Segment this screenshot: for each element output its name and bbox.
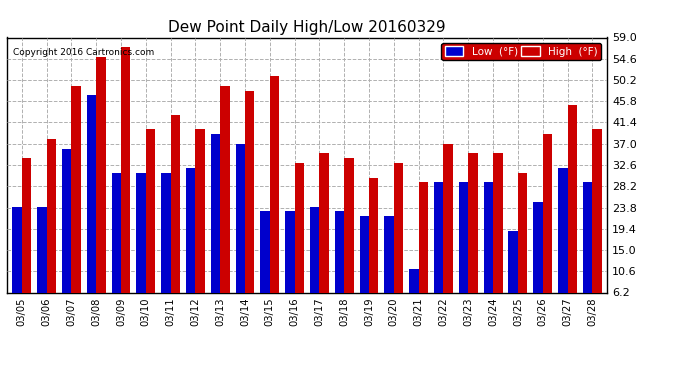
Bar (359, 216, 369, 292)
Bar (47, 139, 56, 292)
Text: Copyright 2016 Cartronics.com: Copyright 2016 Cartronics.com (13, 48, 154, 57)
Bar (509, 231, 518, 292)
Bar (558, 168, 567, 292)
Bar (409, 269, 419, 292)
Bar (583, 182, 592, 292)
Bar (195, 129, 205, 292)
Bar (384, 216, 394, 292)
Bar (419, 182, 428, 292)
Bar (344, 158, 354, 292)
Bar (62, 148, 71, 292)
Bar (444, 144, 453, 292)
Bar (245, 91, 255, 292)
Bar (543, 134, 552, 292)
Title: Dew Point Daily High/Low 20160329: Dew Point Daily High/Low 20160329 (168, 20, 446, 35)
Legend: Low  (°F), High  (°F): Low (°F), High (°F) (442, 43, 601, 60)
Bar (87, 96, 96, 292)
Bar (484, 182, 493, 292)
Bar (469, 153, 477, 292)
Bar (310, 207, 319, 292)
Bar (270, 76, 279, 292)
Bar (37, 207, 47, 292)
Bar (112, 173, 121, 292)
Bar (186, 168, 195, 292)
Bar (146, 129, 155, 292)
Bar (493, 153, 502, 292)
Bar (71, 86, 81, 292)
Bar (285, 211, 295, 292)
Bar (260, 211, 270, 292)
Bar (211, 134, 220, 292)
Bar (137, 173, 146, 292)
Bar (235, 144, 245, 292)
Bar (220, 86, 230, 292)
Bar (369, 177, 379, 292)
Bar (592, 129, 602, 292)
Bar (170, 115, 180, 292)
Bar (394, 163, 403, 292)
Bar (567, 105, 577, 292)
Bar (161, 173, 170, 292)
Bar (319, 153, 329, 292)
Bar (121, 47, 130, 292)
Bar (12, 207, 22, 292)
Bar (434, 182, 444, 292)
Bar (22, 158, 31, 292)
Bar (96, 57, 106, 292)
Bar (335, 211, 344, 292)
Bar (295, 163, 304, 292)
Bar (459, 182, 469, 292)
Bar (533, 202, 543, 292)
Bar (518, 173, 527, 292)
